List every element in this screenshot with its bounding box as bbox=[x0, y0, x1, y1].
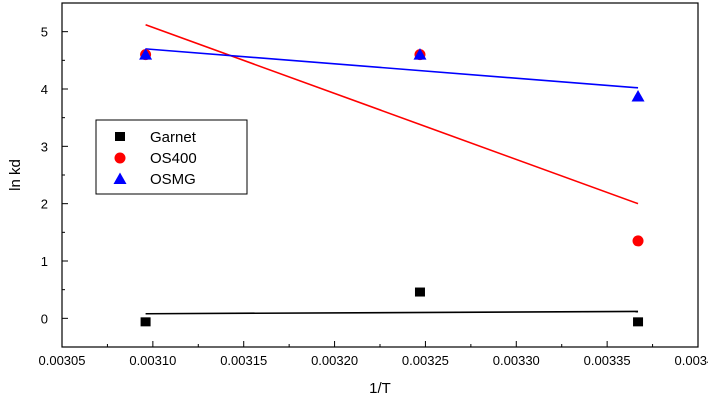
x-tick-label: 0.00335 bbox=[584, 353, 631, 368]
y-tick-label: 4 bbox=[41, 82, 48, 97]
legend: Garnet OS400 OSMG bbox=[95, 119, 248, 195]
point-osmg bbox=[631, 89, 645, 102]
point-osmg bbox=[413, 48, 427, 60]
fit-line-garnet bbox=[145, 310, 639, 315]
legend-label-garnet: Garnet bbox=[150, 129, 197, 146]
legend-label-os400: OS400 bbox=[150, 150, 197, 167]
x-tick-label: 0.00330 bbox=[493, 353, 540, 368]
x-tick-label: 0.00315 bbox=[220, 353, 267, 368]
y-tick-label: 5 bbox=[41, 25, 48, 40]
fit-lines bbox=[145, 24, 639, 315]
y-axis-title: ln kd bbox=[7, 159, 24, 191]
fit-line-osmg bbox=[145, 48, 639, 89]
legend-marker-garnet bbox=[115, 132, 125, 141]
data-points bbox=[139, 48, 645, 327]
point-os400 bbox=[632, 235, 644, 247]
x-axis-title: 1/T bbox=[369, 380, 391, 397]
x-tick-label: 0.00325 bbox=[402, 353, 449, 368]
point-garnet bbox=[414, 287, 425, 297]
point-garnet bbox=[633, 317, 644, 327]
y-tick-label: 0 bbox=[41, 311, 48, 326]
legend-marker-osmg bbox=[113, 172, 127, 184]
x-tick-label: 0.00320 bbox=[311, 353, 358, 368]
legend-label-osmg: OSMG bbox=[150, 171, 196, 188]
y-tick-label: 2 bbox=[41, 197, 48, 212]
point-osmg bbox=[139, 48, 153, 60]
x-tick-label: 0.00340 bbox=[675, 353, 708, 368]
y-tick-label: 1 bbox=[41, 254, 48, 269]
x-tick-label: 0.00310 bbox=[129, 353, 176, 368]
legend-marker-os400 bbox=[114, 152, 126, 164]
x-tick-label: 0.00305 bbox=[39, 353, 86, 368]
y-axis: 0 1 2 3 4 5 bbox=[41, 2, 68, 348]
point-garnet bbox=[140, 317, 151, 327]
x-axis: 0.00305 0.00310 0.00315 0.00320 0.00325 0.003… bbox=[39, 341, 708, 368]
y-tick-label: 3 bbox=[41, 139, 48, 154]
